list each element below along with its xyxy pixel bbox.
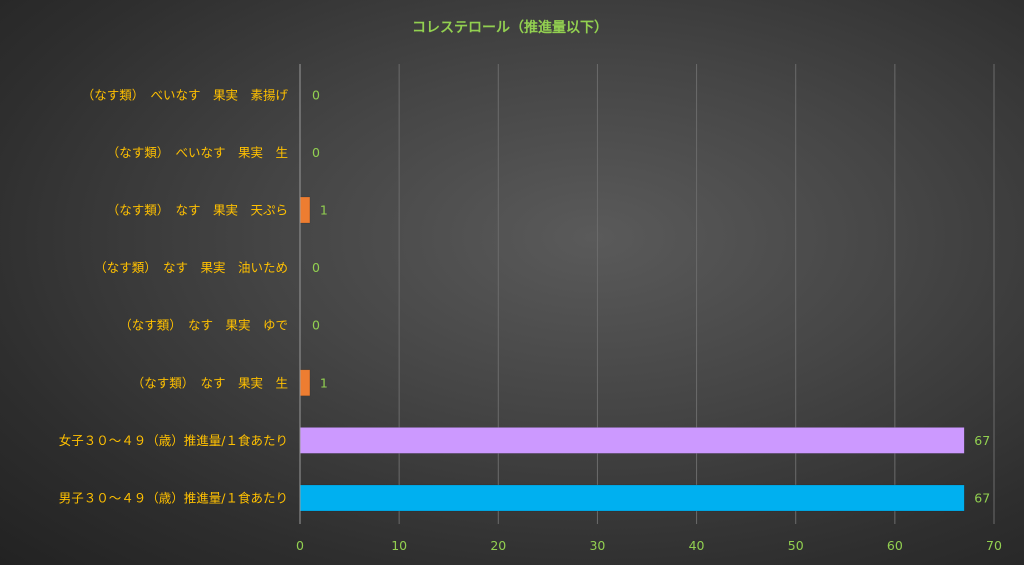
category-label: （なす類） なす 果実 生 xyxy=(132,375,288,390)
data-label: 67 xyxy=(974,491,990,506)
data-label: 0 xyxy=(312,87,320,102)
bar xyxy=(299,196,311,224)
category-label: （なす類） なす 果実 油いため xyxy=(94,260,288,275)
x-tick-label: 40 xyxy=(689,538,705,553)
data-labels: 0 0 1 0 0 1 67 67 xyxy=(312,87,990,505)
data-label: 1 xyxy=(320,375,328,390)
category-label: 女子３０～４９（歳）推進量/１食あたり xyxy=(59,433,288,448)
category-label: （なす類） べいなす 果実 素揚げ xyxy=(82,87,289,102)
bars xyxy=(299,196,965,512)
x-tick-label: 10 xyxy=(391,538,407,553)
data-label: 0 xyxy=(312,145,320,160)
x-tick-label: 60 xyxy=(887,538,903,553)
x-tick-label: 0 xyxy=(296,538,304,553)
x-tick-label: 50 xyxy=(788,538,804,553)
data-label: 1 xyxy=(320,203,328,218)
data-label: 0 xyxy=(312,318,320,333)
bar xyxy=(299,369,311,397)
x-tick-label: 70 xyxy=(986,538,1002,553)
category-label: （なす類） なす 果実 天ぷら xyxy=(107,203,288,218)
category-label: 男子３０～４９（歳）推進量/１食あたり xyxy=(59,491,288,506)
data-label: 0 xyxy=(312,260,320,275)
category-label: （なす類） べいなす 果実 生 xyxy=(107,145,288,160)
chart-title: コレステロール（推進量以下） xyxy=(412,19,608,36)
x-axis-tick-labels: 0 10 20 30 40 50 60 70 xyxy=(296,538,1002,553)
x-tick-label: 20 xyxy=(490,538,506,553)
category-label: （なす類） なす 果実 ゆで xyxy=(119,318,288,333)
data-label: 67 xyxy=(974,433,990,448)
bar xyxy=(299,484,965,512)
bar xyxy=(299,427,965,454)
category-labels: （なす類） べいなす 果実 素揚げ （なす類） べいなす 果実 生 （なす類） なす… xyxy=(59,87,289,505)
gridlines xyxy=(398,64,995,524)
x-tick-label: 30 xyxy=(589,538,605,553)
